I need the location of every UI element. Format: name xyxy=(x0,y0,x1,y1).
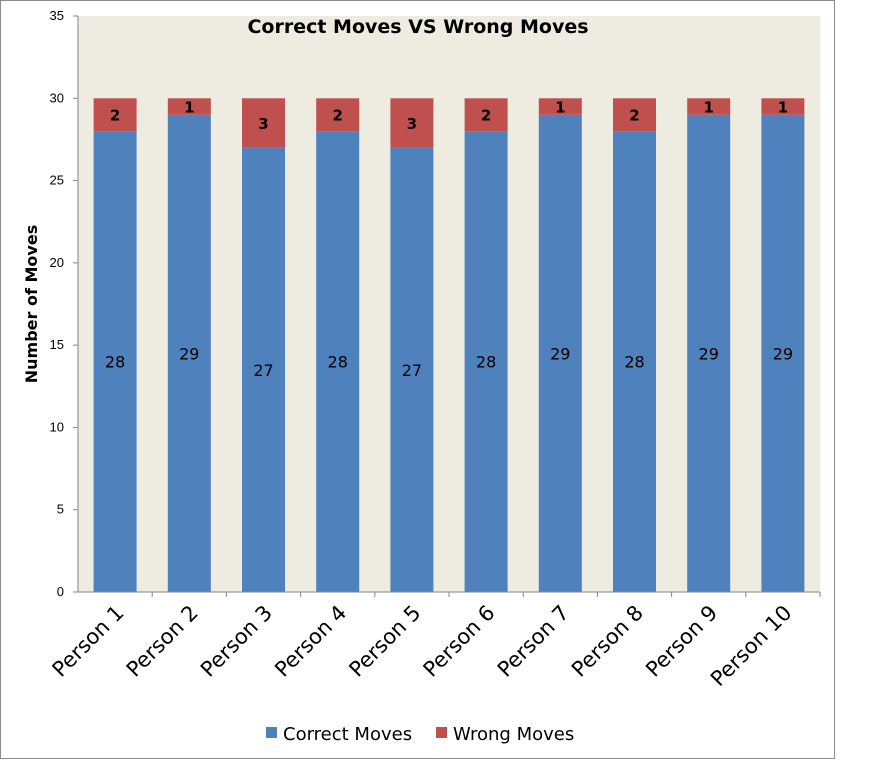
bar-wrong-moves xyxy=(613,98,656,132)
y-tick-label: 30 xyxy=(50,90,64,105)
bar-correct-moves xyxy=(242,147,285,592)
data-label-wrong: 2 xyxy=(332,107,342,125)
data-label-wrong: 3 xyxy=(258,115,268,133)
bar-correct-moves xyxy=(464,131,508,592)
bar-wrong-moves xyxy=(316,98,360,132)
y-tick-label: 25 xyxy=(50,173,64,188)
data-label-correct: 28 xyxy=(105,353,125,372)
legend-swatch xyxy=(266,727,277,738)
bar-wrong-moves xyxy=(687,98,731,115)
data-label-wrong: 1 xyxy=(555,99,565,117)
y-tick-label: 5 xyxy=(57,502,64,517)
data-label-wrong: 2 xyxy=(481,107,491,125)
data-label-wrong: 2 xyxy=(110,107,120,125)
y-axis-label: Number of Moves xyxy=(22,225,41,383)
bar-wrong-moves xyxy=(242,98,285,148)
data-label-correct: 27 xyxy=(253,361,273,380)
data-label-wrong: 2 xyxy=(629,107,639,125)
y-tick-label: 10 xyxy=(50,419,64,434)
bar-wrong-moves xyxy=(167,98,211,115)
bar-correct-moves xyxy=(167,114,211,592)
bar-wrong-moves xyxy=(93,98,137,132)
legend-label: Wrong Moves xyxy=(453,724,574,745)
chart-title: Correct Moves VS Wrong Moves xyxy=(247,16,588,38)
data-label-correct: 29 xyxy=(179,344,199,363)
data-label-correct: 29 xyxy=(550,344,570,363)
y-tick-label: 35 xyxy=(50,8,64,23)
bar-wrong-moves xyxy=(538,98,582,115)
legend-label: Correct Moves xyxy=(283,724,412,745)
y-axis: 0 5 10 15 20 25 30 35 xyxy=(50,8,79,599)
y-tick-label: 0 xyxy=(57,584,64,599)
legend-swatch xyxy=(436,727,447,738)
data-label-wrong: 1 xyxy=(778,99,788,117)
bars: 28 2 29 1 27 3 28 2 27 3 28 2 29 1 28 2 29 1 29 1 xyxy=(93,98,805,592)
data-label-correct: 28 xyxy=(624,353,644,372)
bar-wrong-moves xyxy=(464,98,508,132)
data-label-wrong: 1 xyxy=(184,99,194,117)
bar-correct-moves xyxy=(93,131,137,592)
bar-correct-moves xyxy=(390,147,434,592)
bar-correct-moves xyxy=(538,114,582,592)
legend: Correct Moves Wrong Moves xyxy=(266,724,574,745)
y-tick-label: 15 xyxy=(50,337,64,352)
data-label-correct: 29 xyxy=(773,344,793,363)
bar-correct-moves xyxy=(761,114,805,592)
data-label-correct: 29 xyxy=(699,344,719,363)
bar-correct-moves xyxy=(687,114,731,592)
data-label-wrong: 1 xyxy=(703,99,713,117)
bar-correct-moves xyxy=(316,131,360,592)
y-tick-label: 20 xyxy=(50,255,64,270)
bar-wrong-moves xyxy=(390,98,434,148)
data-label-correct: 28 xyxy=(476,353,496,372)
data-label-correct: 28 xyxy=(328,353,348,372)
bar-wrong-moves xyxy=(761,98,805,115)
bar-correct-moves xyxy=(613,131,656,592)
data-label-correct: 27 xyxy=(402,361,422,380)
data-label-wrong: 3 xyxy=(407,115,417,133)
